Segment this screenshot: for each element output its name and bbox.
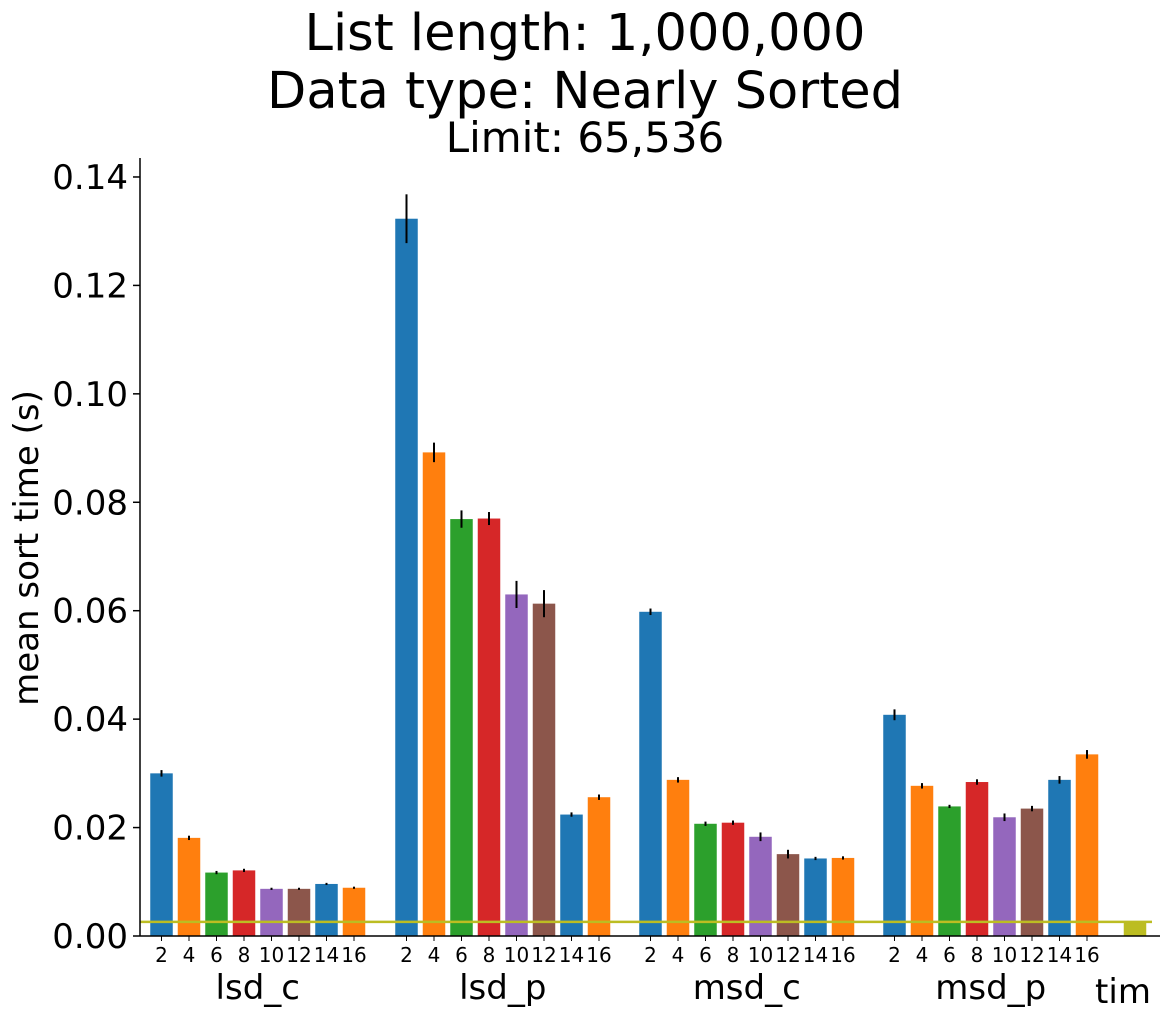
bar-msd_c-16 bbox=[831, 857, 855, 936]
x-tick-label-msd_c-6: 6 bbox=[699, 943, 712, 967]
y-tick-label-0.06: 0.06 bbox=[52, 592, 128, 632]
x-tick-label-msd_c-2: 2 bbox=[644, 943, 657, 967]
bar-msd_c-10 bbox=[749, 836, 772, 936]
y-axis-label: mean sort time (s) bbox=[7, 390, 47, 706]
chart-title-line-1: List length: 1,000,000 bbox=[305, 4, 866, 63]
bar-lsd_p-6 bbox=[450, 519, 473, 936]
y-tick-label-0.10: 0.10 bbox=[52, 375, 128, 415]
group-label-lsd_p: lsd_p bbox=[459, 968, 546, 1008]
y-tick-label-0.02: 0.02 bbox=[52, 809, 128, 849]
bar-msd_c-12 bbox=[776, 854, 800, 936]
x-tick-label-lsd_p-10: 10 bbox=[504, 943, 529, 967]
x-tick-label-lsd_c-12: 12 bbox=[286, 943, 311, 967]
group-label-msd_p: msd_p bbox=[935, 968, 1046, 1008]
x-tick-label-msd_c-8: 8 bbox=[727, 943, 740, 967]
x-tick-label-msd_p-6: 6 bbox=[943, 943, 956, 967]
bar-lsd_c-2 bbox=[150, 773, 173, 936]
x-tick-label-lsd_p-14: 14 bbox=[559, 943, 584, 967]
x-tick-label-msd_p-2: 2 bbox=[888, 943, 901, 967]
bar-msd_p-10 bbox=[993, 817, 1016, 936]
x-tick-label-lsd_c-2: 2 bbox=[155, 943, 168, 967]
x-tick-label-lsd_p-12: 12 bbox=[531, 943, 556, 967]
bar-msd_p-6 bbox=[938, 806, 961, 936]
bar-msd_c-4 bbox=[666, 779, 690, 936]
x-tick-label-msd_p-10: 10 bbox=[992, 943, 1017, 967]
chart-title-line-2: Data type: Nearly Sorted bbox=[267, 62, 903, 121]
x-tick-label-msd_c-14: 14 bbox=[803, 943, 828, 967]
bar-msd_c-14 bbox=[804, 858, 827, 936]
bar-lsd_p-16 bbox=[587, 797, 611, 936]
bar-lsd_p-2 bbox=[395, 218, 418, 937]
bar-msd_p-4 bbox=[910, 785, 934, 936]
bar-msd_c-2 bbox=[639, 611, 662, 936]
bar-msd_p-14 bbox=[1048, 779, 1071, 936]
bar-lsd_c-8 bbox=[232, 870, 256, 936]
y-tick-label-0.00: 0.00 bbox=[52, 917, 128, 957]
x-tick-label-msd_p-8: 8 bbox=[971, 943, 984, 967]
x-tick-label-lsd_p-2: 2 bbox=[400, 943, 413, 967]
group-label-msd_c: msd_c bbox=[693, 968, 801, 1008]
bar-msd_p-8 bbox=[965, 782, 989, 936]
x-tick-label-lsd_c-16: 16 bbox=[341, 943, 366, 967]
y-tick-label-0.04: 0.04 bbox=[52, 700, 128, 740]
x-tick-label-lsd_c-4: 4 bbox=[183, 943, 196, 967]
x-tick-label-lsd_c-6: 6 bbox=[210, 943, 223, 967]
x-tick-label-msd_p-4: 4 bbox=[916, 943, 929, 967]
x-tick-label-lsd_c-10: 10 bbox=[259, 943, 284, 967]
bar-lsd_c-4 bbox=[177, 837, 201, 936]
x-tick-label-lsd_c-8: 8 bbox=[238, 943, 251, 967]
x-tick-label-lsd_p-4: 4 bbox=[428, 943, 441, 967]
bar-lsd_c-10 bbox=[260, 888, 283, 936]
bar-lsd_p-10 bbox=[505, 594, 528, 936]
bar-lsd_c-6 bbox=[205, 872, 228, 936]
x-tick-label-msd_c-12: 12 bbox=[775, 943, 800, 967]
bar-msd_c-8 bbox=[721, 822, 745, 936]
bar-tim bbox=[1123, 921, 1147, 936]
bar-lsd_c-12 bbox=[287, 888, 311, 936]
group-label-lsd_c: lsd_c bbox=[216, 968, 300, 1008]
bar-msd_p-12 bbox=[1020, 808, 1044, 936]
x-tick-label-lsd_c-14: 14 bbox=[314, 943, 339, 967]
y-tick-label-0.12: 0.12 bbox=[52, 266, 128, 306]
group-label-tim: tim bbox=[1095, 972, 1151, 1012]
y-tick-label-0.08: 0.08 bbox=[52, 483, 128, 523]
bar-msd_p-16 bbox=[1075, 754, 1099, 936]
x-tick-label-msd_c-16: 16 bbox=[830, 943, 855, 967]
x-tick-label-msd_c-10: 10 bbox=[748, 943, 773, 967]
chart-subtitle: Limit: 65,536 bbox=[446, 113, 725, 162]
x-tick-label-msd_p-16: 16 bbox=[1074, 943, 1099, 967]
x-tick-label-lsd_p-16: 16 bbox=[586, 943, 611, 967]
x-tick-label-msd_p-12: 12 bbox=[1019, 943, 1044, 967]
bar-lsd_p-12 bbox=[532, 603, 556, 936]
x-tick-label-msd_p-14: 14 bbox=[1047, 943, 1072, 967]
bar-msd_p-2 bbox=[883, 714, 906, 936]
bar-lsd_p-14 bbox=[560, 814, 583, 936]
x-tick-label-msd_c-4: 4 bbox=[672, 943, 685, 967]
x-tick-label-lsd_p-8: 8 bbox=[483, 943, 496, 967]
bar-lsd_c-14 bbox=[315, 883, 338, 936]
y-tick-label-0.14: 0.14 bbox=[52, 158, 128, 198]
bar-msd_c-6 bbox=[694, 823, 717, 936]
bar-lsd_p-8 bbox=[477, 518, 501, 936]
bar-lsd_p-4 bbox=[422, 452, 446, 936]
bar-lsd_c-16 bbox=[342, 887, 366, 936]
x-tick-label-lsd_p-6: 6 bbox=[455, 943, 468, 967]
